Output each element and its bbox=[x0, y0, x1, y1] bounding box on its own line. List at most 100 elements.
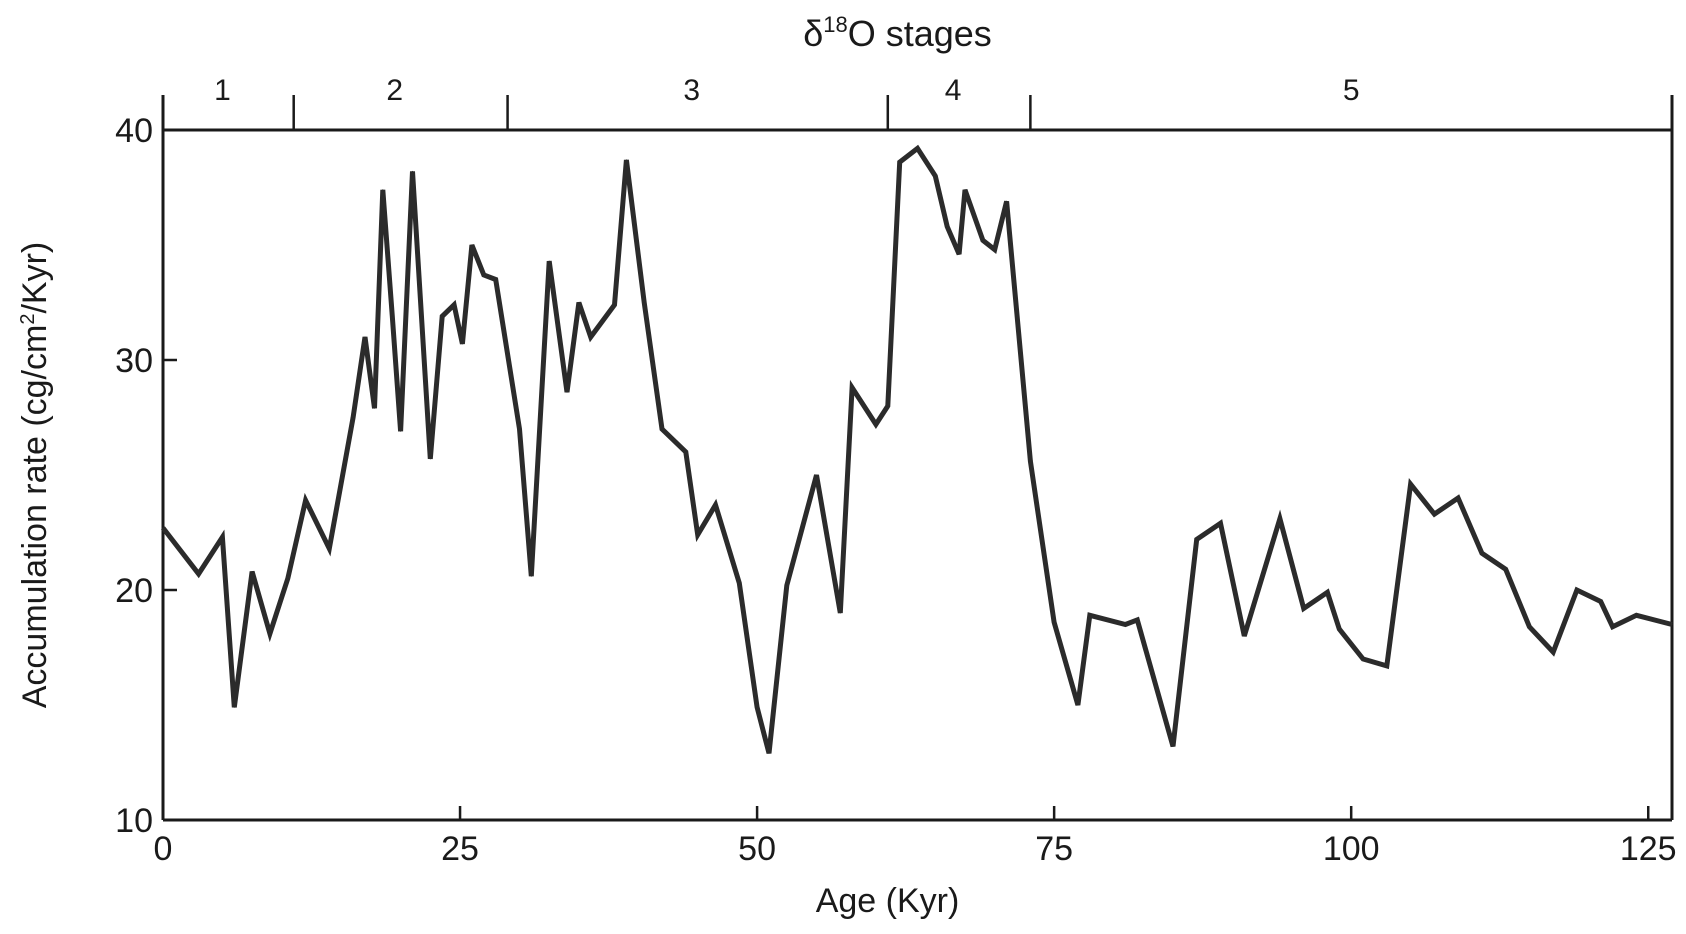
data-point bbox=[994, 249, 996, 251]
data-point bbox=[519, 428, 520, 430]
data-point bbox=[946, 226, 948, 228]
data-point bbox=[590, 336, 592, 338]
y-tick-label: 20 bbox=[115, 572, 153, 610]
labels-layer: 0 25 50 75 100 125 10 20 30 40 1 2 3 4 5 δ18O stages Age… bbox=[16, 12, 1677, 920]
stage-label: 2 bbox=[386, 74, 403, 107]
data-point bbox=[643, 302, 645, 303]
data-point bbox=[875, 423, 877, 425]
data-point bbox=[917, 147, 918, 149]
data-point bbox=[391, 315, 393, 317]
x-tick-label: 100 bbox=[1323, 830, 1380, 868]
data-point bbox=[461, 343, 463, 345]
chart-title: δ18O stages bbox=[803, 12, 992, 54]
data-point bbox=[661, 428, 663, 430]
data-point bbox=[495, 279, 497, 280]
data-point bbox=[352, 417, 354, 418]
data-point bbox=[625, 159, 627, 161]
data-point bbox=[382, 189, 384, 191]
data-point bbox=[441, 315, 443, 317]
data-point bbox=[964, 189, 966, 191]
x-tick-label: 75 bbox=[1035, 830, 1073, 868]
data-point bbox=[1303, 607, 1305, 609]
data-point bbox=[982, 239, 984, 241]
data-point bbox=[269, 633, 271, 635]
data-point bbox=[530, 575, 532, 577]
data-point bbox=[887, 405, 889, 407]
data-point bbox=[1600, 601, 1602, 602]
axes-layer bbox=[161, 95, 1674, 822]
data-point bbox=[928, 166, 930, 168]
data-point bbox=[1077, 704, 1079, 706]
stage-label: 1 bbox=[214, 74, 231, 107]
data-point bbox=[400, 430, 402, 432]
data-point bbox=[162, 527, 164, 529]
data-point bbox=[839, 612, 841, 614]
data-point bbox=[1006, 200, 1008, 202]
data-point bbox=[1053, 621, 1055, 623]
data-point bbox=[614, 304, 615, 306]
data-point bbox=[578, 302, 580, 303]
data-point bbox=[1612, 626, 1614, 628]
data-point bbox=[1196, 538, 1198, 540]
data-point bbox=[251, 571, 253, 573]
data-point bbox=[566, 391, 568, 393]
series-line bbox=[161, 144, 1673, 754]
data-point bbox=[768, 752, 770, 754]
data-point bbox=[471, 244, 473, 246]
data-point bbox=[1338, 628, 1340, 630]
data-point bbox=[429, 458, 431, 460]
data-point bbox=[374, 407, 375, 409]
data-point bbox=[756, 706, 758, 708]
data-point bbox=[1124, 624, 1126, 625]
data-point bbox=[816, 474, 817, 476]
data-point bbox=[1029, 460, 1031, 462]
data-point bbox=[548, 260, 550, 262]
data-point bbox=[786, 584, 788, 586]
data-point bbox=[1136, 619, 1138, 621]
data-point bbox=[1279, 518, 1281, 520]
data-point bbox=[1528, 626, 1530, 628]
stage-label: 5 bbox=[1343, 74, 1360, 107]
data-point bbox=[1671, 624, 1673, 625]
data-point bbox=[685, 451, 687, 453]
data-point bbox=[1457, 497, 1459, 499]
x-tick-label: 25 bbox=[441, 830, 479, 868]
data-point bbox=[1410, 483, 1412, 485]
data-point bbox=[364, 336, 366, 338]
data-point bbox=[899, 161, 901, 163]
data-point bbox=[1635, 614, 1637, 616]
data-point bbox=[934, 175, 936, 177]
data-point bbox=[738, 582, 740, 584]
data-point bbox=[287, 578, 289, 579]
x-tick-label: 0 bbox=[154, 830, 173, 868]
y-tick-label: 30 bbox=[115, 342, 153, 380]
series-layer bbox=[161, 144, 1673, 754]
data-point bbox=[221, 536, 223, 538]
data-point bbox=[1481, 552, 1483, 554]
data-point bbox=[198, 573, 200, 575]
data-point bbox=[1433, 513, 1435, 515]
x-tick-label: 50 bbox=[738, 830, 776, 868]
data-point bbox=[1089, 614, 1091, 616]
stage-label: 4 bbox=[945, 74, 962, 107]
y-tick-label: 10 bbox=[115, 802, 153, 840]
data-point bbox=[328, 548, 330, 550]
data-point bbox=[483, 274, 485, 276]
data-point bbox=[851, 387, 853, 389]
data-point bbox=[1326, 591, 1328, 593]
data-point bbox=[1552, 651, 1554, 653]
data-point bbox=[1172, 745, 1174, 747]
data-point bbox=[697, 534, 699, 536]
y-axis-label: Accumulation rate (cg/cm2/Kyr) bbox=[16, 242, 54, 709]
y-tick-label: 40 bbox=[115, 112, 153, 150]
data-point bbox=[453, 304, 455, 306]
data-point bbox=[715, 504, 716, 506]
data-point bbox=[1386, 665, 1388, 667]
data-point bbox=[1243, 635, 1245, 637]
data-point bbox=[412, 170, 413, 172]
x-tick-label: 125 bbox=[1620, 830, 1677, 868]
data-point bbox=[305, 499, 307, 501]
data-point bbox=[1362, 658, 1364, 660]
data-point bbox=[958, 253, 960, 255]
